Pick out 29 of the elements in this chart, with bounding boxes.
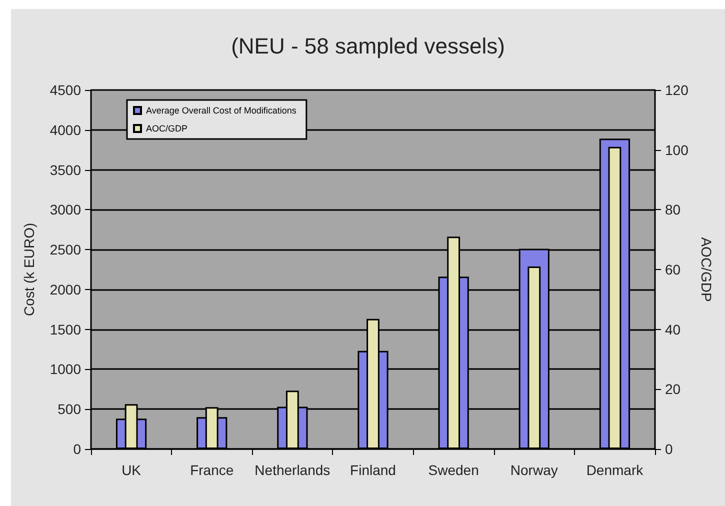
y-axis-title: Cost (k EURO) bbox=[21, 222, 37, 316]
chart-title: (NEU - 58 sampled vessels) bbox=[231, 34, 505, 58]
y2-tick-label: 40 bbox=[665, 321, 681, 338]
x-tick-label: Finland bbox=[350, 462, 396, 478]
y-tick-label: 4000 bbox=[50, 122, 82, 138]
y2-tick-label: 80 bbox=[665, 202, 681, 218]
x-tick-label: Netherlands bbox=[254, 462, 330, 478]
y-tick-label: 3000 bbox=[50, 202, 82, 218]
x-tick-label: UK bbox=[122, 462, 142, 478]
y2-tick-label: 0 bbox=[665, 441, 673, 457]
x-tick-label: France bbox=[190, 462, 234, 478]
x-tick-label: Denmark bbox=[586, 462, 644, 478]
y-tick-label: 0 bbox=[73, 441, 82, 457]
y-tick-label: 1000 bbox=[50, 361, 82, 378]
x-tick-label: Sweden bbox=[428, 462, 479, 478]
y2-tick-label: 120 bbox=[665, 82, 689, 98]
y-tick-label: 500 bbox=[58, 401, 82, 418]
y-tick-label: 4500 bbox=[50, 82, 82, 98]
legend-label: AOC/GDP bbox=[146, 124, 188, 134]
y2-tick-label: 100 bbox=[665, 142, 689, 158]
y-tick-label: 1500 bbox=[50, 321, 82, 338]
y2-tick-label: 60 bbox=[665, 262, 681, 278]
y-tick-label: 2000 bbox=[50, 281, 82, 298]
y2-tick-label: 20 bbox=[665, 381, 681, 398]
y-tick-label: 2500 bbox=[50, 242, 82, 258]
y2-axis-title: AOC/GDP bbox=[698, 237, 714, 302]
legend-label: Average Overall Cost of Modifications bbox=[146, 106, 297, 116]
y-tick-label: 3500 bbox=[50, 162, 82, 178]
x-tick-label: Norway bbox=[510, 462, 558, 478]
